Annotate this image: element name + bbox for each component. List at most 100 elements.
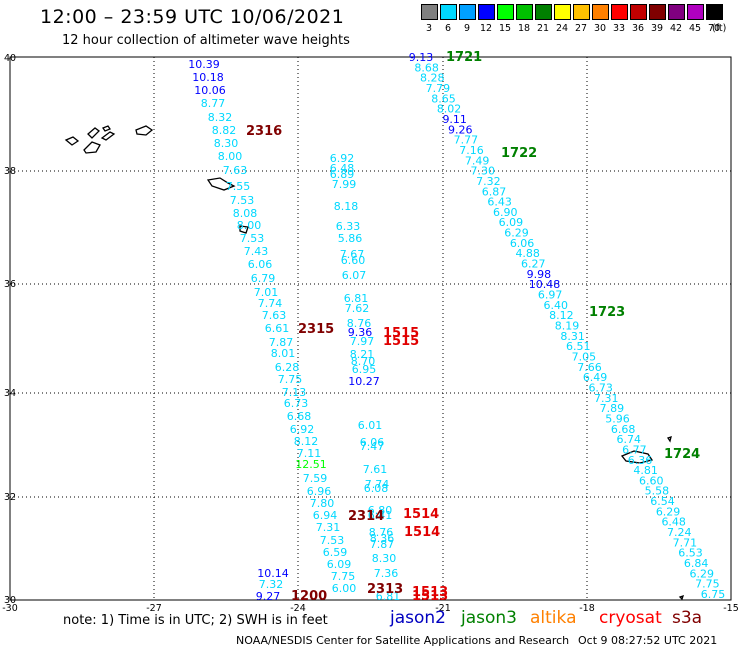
swh-point: 7.53 [230, 194, 255, 207]
swh-point: 6.28 [275, 361, 300, 374]
pass-label: 1724 [664, 447, 700, 462]
legend-swatch [573, 4, 590, 20]
swh-point: 6.49 [583, 371, 608, 384]
swh-point: 6.41 [368, 509, 393, 522]
lat-tick-label: 30 [4, 595, 16, 606]
swh-point: 7.89 [600, 402, 625, 415]
swh-point: 7.01 [254, 286, 279, 299]
swh-point: 10.48 [529, 278, 561, 291]
swh-point: 8.76 [369, 526, 394, 539]
swh-point: 8.65 [431, 92, 456, 105]
satellite-altika: altika [530, 608, 577, 628]
lon-tick-label: -18 [579, 603, 595, 614]
swh-point: 7.63 [262, 309, 287, 322]
swh-point: 6.01 [358, 419, 383, 432]
swh-point: 6.08 [364, 482, 389, 495]
island-outline [666, 436, 672, 443]
legend-swatch [459, 4, 476, 20]
pass-label: 1514 [404, 525, 440, 540]
swh-point: 7.32 [476, 175, 501, 188]
swh-point: 8.12 [294, 435, 319, 448]
pass-label: 1721 [446, 50, 482, 65]
swh-point: 8.76 [347, 317, 372, 330]
lat-tick-label: 34 [4, 388, 16, 399]
swh-point: 6.07 [342, 269, 367, 282]
swh-point: 8.30 [372, 552, 397, 565]
swh-point: 8.08 [233, 207, 258, 220]
swh-point: 10.06 [194, 84, 226, 97]
swh-point: 8.19 [555, 320, 580, 333]
legend-label: 30 [593, 23, 607, 34]
legend-label: 21 [536, 23, 550, 34]
swh-point: 6.75 [701, 588, 726, 601]
swh-point: 7.99 [332, 178, 357, 191]
swh-point: 6.33 [336, 220, 361, 233]
swh-point: 7.87 [269, 336, 294, 349]
swh-point: 6.06 [510, 237, 535, 250]
swh-point: 8.12 [549, 309, 574, 322]
legend-swatch [478, 4, 495, 20]
swh-point: 5.58 [645, 485, 670, 498]
legend-swatch [687, 4, 704, 20]
swh-point: 7.11 [297, 447, 322, 460]
legend-swatch [668, 4, 685, 20]
swh-point: 6.43 [487, 196, 512, 209]
swh-point: 6.48 [661, 516, 686, 529]
swh-point: 9.36 [348, 326, 373, 339]
swh-point: 7.47 [360, 440, 385, 453]
legend-swatch [592, 4, 609, 20]
lon-tick-label: -15 [723, 603, 739, 614]
swh-point: 7.71 [673, 536, 698, 549]
island-outline [620, 450, 654, 464]
swh-point: 10.18 [192, 71, 224, 84]
swh-point: 6.29 [504, 227, 529, 240]
swh-point: 6.97 [538, 289, 563, 302]
credit-line: NOAA/NESDIS Center for Satellite Applica… [236, 634, 570, 647]
lat-tick-label: 40 [4, 53, 16, 64]
legend-label: 45 [688, 23, 702, 34]
swh-point: 9.98 [527, 268, 552, 281]
swh-point: 8.18 [334, 200, 359, 213]
swh-point: 7.79 [426, 82, 451, 95]
swh-point: 6.92 [290, 423, 315, 436]
swh-point: 6.96 [307, 485, 332, 498]
swh-point: 7.75 [695, 578, 720, 591]
legend-swatch [630, 4, 647, 20]
swh-point: 6.73 [588, 381, 613, 394]
swh-point: 6.77 [622, 443, 647, 456]
swh-point: 6.60 [341, 254, 366, 267]
swh-point: 6.29 [656, 505, 681, 518]
legend-label: 33 [612, 23, 626, 34]
swh-point: 7.05 [572, 350, 597, 363]
swh-point: 5.96 [605, 412, 630, 425]
swh-point: 6.61 [265, 322, 290, 335]
swh-point: 6.60 [639, 474, 664, 487]
swh-point: 6.81 [344, 292, 369, 305]
legend-label: 6 [444, 23, 452, 34]
swh-point: 7.97 [350, 335, 375, 348]
satellite-s3a: s3a [672, 608, 703, 628]
swh-point: 8.68 [414, 61, 439, 74]
swh-point: 6.29 [690, 567, 715, 580]
legend-swatch [440, 4, 457, 20]
swh-point: 6.54 [650, 495, 675, 508]
swh-point: 7.80 [310, 497, 335, 510]
legend-label: 70 [707, 23, 721, 34]
legend-label: 39 [650, 23, 664, 34]
swh-point: 6.95 [352, 363, 377, 376]
swh-point: 8.00 [218, 150, 243, 163]
swh-point: 6.87 [482, 185, 507, 198]
map-title: 12:00 – 23:59 UTC 10/06/2021 [40, 6, 345, 28]
pass-label: 1513 [412, 585, 448, 600]
swh-point: 6.48 [330, 162, 355, 175]
swh-point: 7.59 [303, 472, 328, 485]
swh-point: 6.53 [678, 547, 703, 560]
swh-point: 7.63 [223, 164, 248, 177]
legend-label: 27 [574, 23, 588, 34]
swh-point: 9.27 [256, 590, 281, 603]
satellite-jason3: jason3 [461, 608, 517, 628]
swh-point: 7.74 [258, 297, 283, 310]
legend-label: 12 [479, 23, 493, 34]
legend-label: 9 [463, 23, 471, 34]
legend-label: 36 [631, 23, 645, 34]
